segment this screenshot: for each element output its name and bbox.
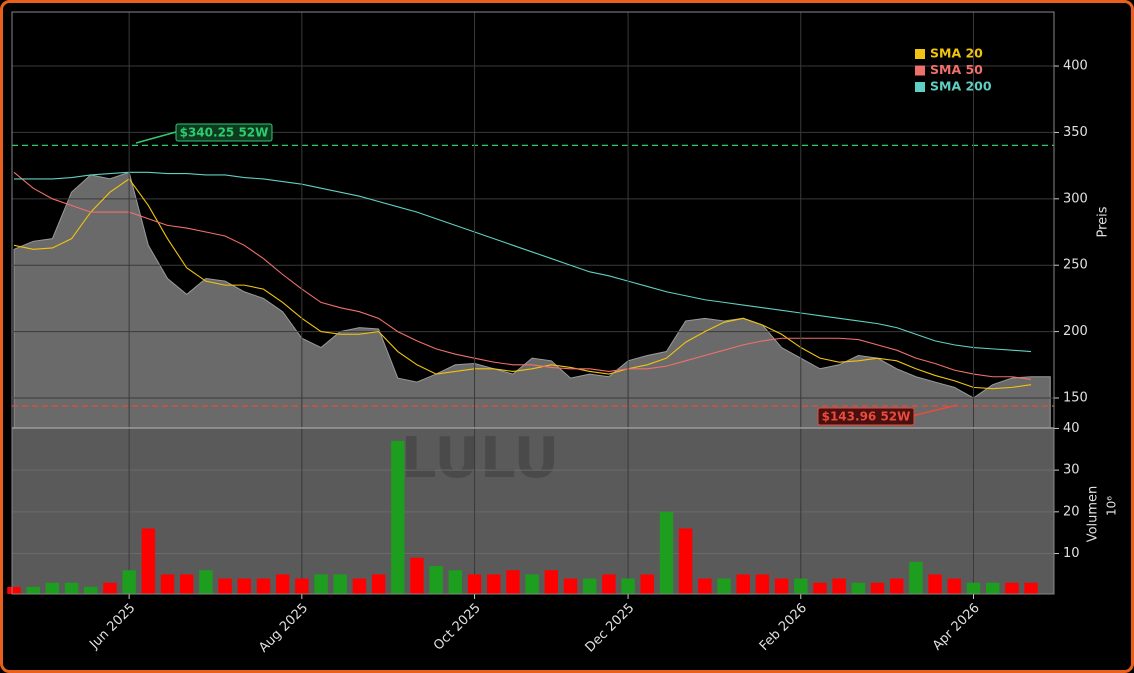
volume-bar [103, 582, 117, 594]
volume-bar [122, 570, 136, 594]
volume-bar [333, 574, 347, 594]
volume-bar [26, 586, 40, 594]
y-axis-exponent: 10⁶ [1105, 496, 1119, 516]
volume-bar [467, 574, 482, 594]
annotation-arrow [911, 404, 958, 417]
y-tick-label: 350 [1063, 125, 1088, 140]
volume-bar [448, 570, 463, 594]
legend-swatch [915, 65, 925, 76]
volume-bar [851, 582, 866, 594]
volume-bar [582, 578, 597, 594]
volume-bar [199, 570, 213, 594]
y-tick-label: 30 [1063, 463, 1080, 478]
sma-line [14, 171, 1032, 353]
y-tick-label: 40 [1063, 421, 1080, 436]
volume-bar [45, 582, 60, 594]
annotation-label: $143.96 52W [822, 410, 911, 424]
volume-bar [314, 574, 328, 594]
y-tick-label: 10 [1063, 546, 1080, 561]
volume-bar [352, 578, 367, 594]
volume-bar [1024, 582, 1038, 594]
volume-bar [275, 574, 290, 594]
volume-bar [1005, 582, 1019, 594]
annotation-label: $340.25 52W [180, 126, 269, 140]
volume-bar [295, 578, 309, 594]
volume-bar [774, 578, 789, 594]
legend-label: SMA 200 [930, 79, 992, 94]
volume-bar [621, 578, 635, 594]
volume-bar [179, 574, 194, 594]
volume-bar [429, 566, 443, 594]
plot-border [11, 11, 1055, 595]
volume-bar [237, 578, 251, 594]
sma-line [13, 178, 1032, 390]
legend-label: SMA 50 [930, 62, 983, 77]
volume-bar [736, 574, 750, 594]
y-tick-label: 250 [1063, 258, 1088, 273]
volume-bar [678, 528, 693, 594]
volume-bar [506, 570, 520, 594]
volume-bar [218, 578, 232, 594]
y-tick-label: 400 [1063, 59, 1088, 74]
volume-bar [870, 582, 885, 594]
volume-bar [985, 582, 1000, 594]
volume-bar [563, 578, 578, 594]
volume-bar [966, 582, 981, 594]
volume-bar [141, 528, 156, 594]
volume-bar [909, 561, 923, 594]
volume-bar [410, 557, 424, 594]
volume-bar [391, 440, 405, 594]
volume-bar [487, 574, 501, 594]
volume-bar [84, 586, 98, 594]
volume-bar [698, 578, 712, 594]
price-area [13, 171, 1051, 429]
volume-bar [525, 574, 539, 594]
volume-bar [947, 578, 962, 594]
volume-bar [64, 582, 79, 594]
legend-swatch [915, 82, 925, 92]
y-tick-label: 300 [1063, 191, 1088, 206]
volume-background [12, 428, 1054, 594]
annotation-box [817, 407, 915, 426]
volume-bar [755, 574, 770, 594]
watermark: LULU [401, 426, 559, 491]
y-tick-label: 20 [1063, 504, 1080, 519]
volume-bar [602, 574, 616, 594]
volume-bar [544, 570, 559, 594]
volume-bar [928, 574, 942, 594]
volume-bar [890, 578, 904, 594]
y-tick-label: 150 [1063, 390, 1088, 405]
volume-bar [640, 574, 654, 594]
volume-bar [717, 578, 731, 594]
volume-bar [7, 586, 21, 594]
volume-bar [794, 578, 808, 594]
legend-swatch [915, 49, 925, 59]
y-tick-label: 200 [1063, 324, 1088, 339]
volume-bar [659, 511, 674, 594]
volume-bar [256, 578, 271, 594]
annotation-arrow [135, 131, 177, 144]
y-axis-label: Volumen [1086, 486, 1101, 543]
legend-label: SMA 20 [930, 46, 983, 61]
volume-bar [832, 578, 846, 594]
volume-bar [813, 582, 827, 594]
volume-bar [371, 574, 386, 594]
volume-bar [160, 574, 175, 594]
annotation-box [175, 123, 273, 142]
y-axis-label: Preis [1096, 206, 1111, 237]
sma-line [13, 171, 1032, 380]
